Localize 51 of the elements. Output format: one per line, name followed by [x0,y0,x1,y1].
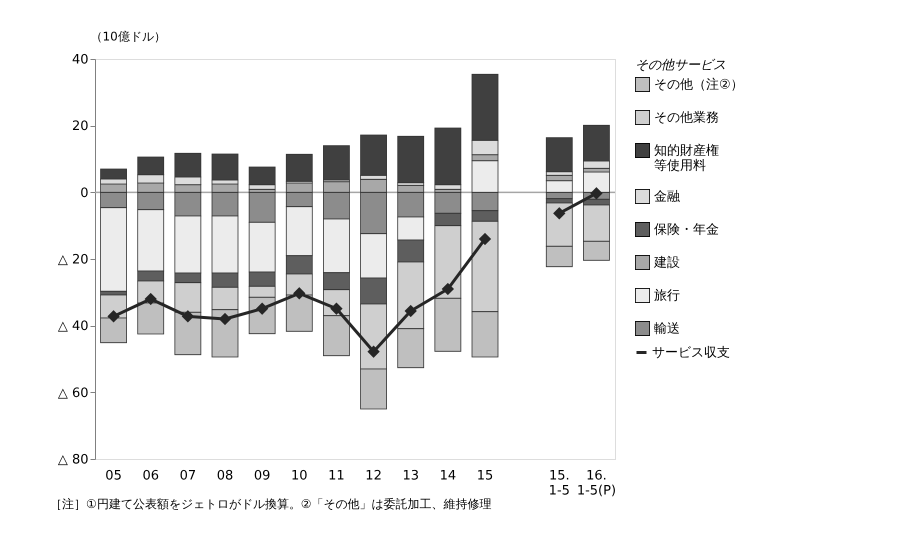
bar [397,136,424,184]
point [479,233,491,245]
x-tick-label: 05 [105,468,122,484]
bar [360,134,387,176]
bar [434,128,462,186]
legend-label: その他業務 [654,110,719,126]
point [404,305,416,317]
point [108,310,120,322]
point [368,346,380,358]
legend-label: 建設 [653,256,680,270]
x-tick-label: 11 [328,468,345,484]
y-tick-label: 0 [80,186,88,201]
point [256,302,268,314]
x-tick-label: 13 [402,468,419,484]
x-tick-label: 10 [291,468,308,484]
point [144,293,156,305]
bar [286,154,313,182]
x-tick-label: 07 [180,468,196,484]
legend-title: その他サービス [635,58,726,73]
x-tick-label: 15 [476,468,494,484]
y-tick-label: △ 80 [58,452,88,468]
x-tick-label: 16. 1-5(P) [576,468,616,498]
legend-label: 金融 [654,190,680,204]
bar [546,137,573,172]
x-tick-label: 06 [142,468,159,484]
point [442,283,454,295]
y-tick-label: 20 [72,119,88,134]
x-tick-label: 08 [216,468,234,484]
point [219,313,231,325]
y-tick-label: 40 [72,52,88,68]
point [294,288,306,300]
point [182,310,194,322]
legend-label: 知的財産権等使用料 [654,142,719,174]
legend-label: その他（注②） [654,78,744,92]
bar [212,154,238,180]
y-tick-label: △ 60 [58,386,88,401]
y-tick-label: △ 40 [58,319,88,334]
legend-label: 保険・年金 [654,222,719,238]
bar [248,166,276,186]
x-tick-label: 12 [365,468,382,484]
y-tick-label: △ 20 [58,252,88,268]
x-tick-label: 09 [254,468,270,484]
x-tick-label: 14 [440,468,456,484]
point [590,188,602,200]
legend-label: 輸送 [654,322,680,336]
x-tick-label: 15. 1-5 [548,468,570,498]
text: ［注］①円建て公表額をジェトロがドル換算。②「その他」は委託加工、維持修理 [50,497,492,511]
legend-label: 旅行 [654,288,680,304]
y-axis-title: （10億ドル） [90,30,166,44]
point [554,208,566,220]
legend-label: サービス収支 [652,346,730,360]
